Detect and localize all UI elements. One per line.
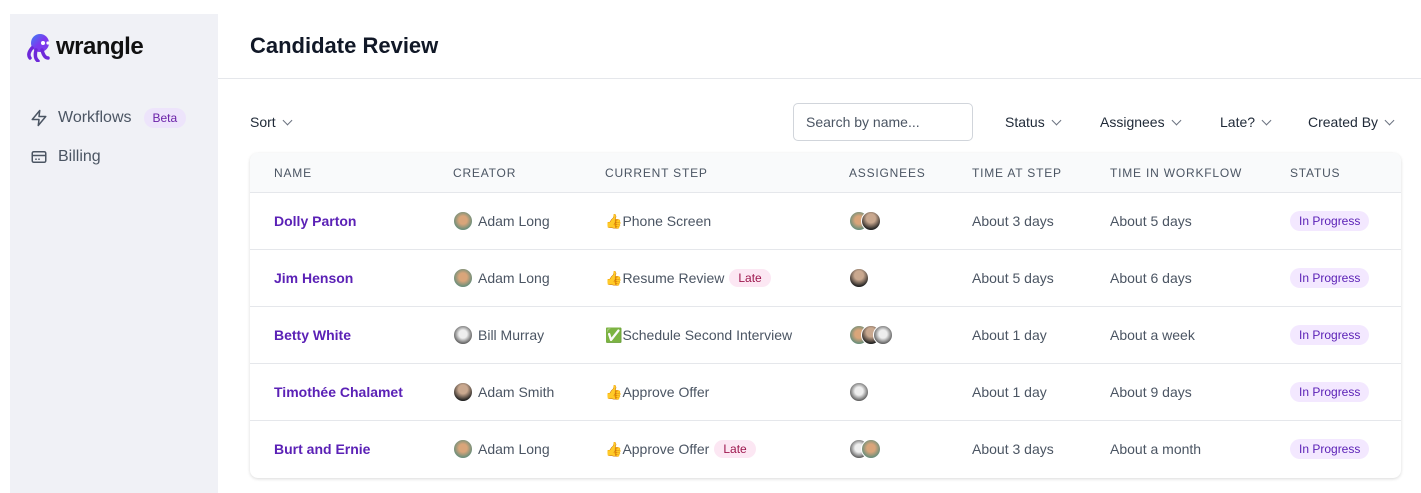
table-body: Dolly Parton Adam Long 👍 Phone Screen Abo… [250, 193, 1401, 478]
step-emoji-icon: 👍 [605, 269, 623, 286]
sidebar: wrangle Workflows Beta Billing [10, 14, 218, 493]
sidebar-item-billing[interactable]: Billing [30, 148, 101, 166]
time-at-step: About 1 day [972, 327, 1047, 343]
creator-avatar [453, 325, 473, 345]
assignee-avatar[interactable] [849, 268, 869, 288]
time-in-workflow: About 5 days [1110, 213, 1192, 229]
candidates-table: NAME CREATOR CURRENT STEP ASSIGNEES TIME… [250, 153, 1401, 478]
step-emoji-icon: 👍 [605, 383, 623, 400]
chevron-down-icon [282, 115, 293, 125]
status-badge: In Progress [1290, 325, 1370, 345]
header-divider [218, 78, 1421, 79]
current-step: Resume Review [622, 270, 725, 286]
column-header[interactable]: CREATOR [453, 166, 517, 180]
filter-label: Late? [1220, 114, 1256, 130]
time-at-step: About 1 day [972, 384, 1047, 400]
status-badge: In Progress [1290, 382, 1370, 402]
candidate-name-link[interactable]: Dolly Parton [274, 213, 357, 229]
chevron-down-icon [1171, 115, 1182, 125]
filter-label: Status [1005, 114, 1045, 130]
current-step: Schedule Second Interview [622, 327, 793, 343]
sidebar-item-label: Workflows [58, 109, 132, 126]
sidebar-item-workflows[interactable]: Workflows Beta [30, 108, 187, 128]
assignee-avatar[interactable] [849, 382, 869, 402]
sort-dropdown[interactable]: Sort [250, 114, 293, 130]
creator-name: Adam Long [478, 213, 550, 229]
status-badge: In Progress [1290, 211, 1370, 231]
assignees-filter[interactable]: Assignees [1100, 114, 1182, 130]
sidebar-item-label: Billing [58, 148, 101, 165]
search-input[interactable] [793, 103, 973, 141]
time-at-step: About 5 days [972, 270, 1054, 286]
current-step: Phone Screen [622, 213, 712, 229]
current-step: Approve Offer [622, 384, 710, 400]
sort-label: Sort [250, 114, 276, 130]
chevron-down-icon [1261, 115, 1272, 125]
table-row[interactable]: Betty White Bill Murray ✅ Schedule Second… [250, 307, 1401, 364]
assignee-avatar[interactable] [861, 211, 881, 231]
candidate-name-link[interactable]: Timothée Chalamet [274, 384, 403, 400]
column-header[interactable]: CURRENT STEP [605, 166, 708, 180]
candidate-name-link[interactable]: Jim Henson [274, 270, 354, 286]
table-row[interactable]: Burt and Ernie Adam Long 👍 Approve Offer L… [250, 421, 1401, 478]
late-badge: Late [729, 269, 771, 287]
column-header[interactable]: NAME [274, 166, 312, 180]
candidate-name-link[interactable]: Betty White [274, 327, 351, 343]
late-filter[interactable]: Late? [1220, 114, 1272, 130]
status-filter[interactable]: Status [1005, 114, 1062, 130]
chevron-down-icon [1051, 115, 1062, 125]
table-row[interactable]: Timothée Chalamet Adam Smith 👍 Approve Of… [250, 364, 1401, 421]
creator-name: Adam Smith [478, 384, 555, 400]
table-header: NAME CREATOR CURRENT STEP ASSIGNEES TIME… [250, 153, 1401, 193]
beta-badge: Beta [143, 108, 187, 128]
column-header[interactable]: STATUS [1290, 166, 1341, 180]
assignee-avatar[interactable] [873, 325, 893, 345]
column-header[interactable]: TIME AT STEP [972, 166, 1062, 180]
time-in-workflow: About a week [1110, 327, 1195, 343]
time-at-step: About 3 days [972, 441, 1054, 457]
octopus-logo-icon [27, 34, 50, 62]
assignee-avatar[interactable] [861, 439, 881, 459]
creator-name: Adam Long [478, 441, 550, 457]
creator-avatar [453, 268, 473, 288]
chevron-down-icon [1384, 115, 1395, 125]
current-step: Approve Offer [622, 441, 710, 457]
creator-avatar [453, 211, 473, 231]
column-header[interactable]: ASSIGNEES [849, 166, 926, 180]
step-emoji-icon: ✅ [605, 326, 623, 343]
filter-label: Created By [1308, 114, 1379, 130]
time-in-workflow: About 9 days [1110, 384, 1192, 400]
lightning-icon [31, 109, 47, 127]
time-in-workflow: About a month [1110, 441, 1202, 457]
filter-label: Assignees [1100, 114, 1165, 130]
creator-name: Adam Long [478, 270, 550, 286]
table-row[interactable]: Dolly Parton Adam Long 👍 Phone Screen Abo… [250, 193, 1401, 250]
time-in-workflow: About 6 days [1110, 270, 1192, 286]
logo-text: wrangle [56, 33, 144, 60]
candidate-name-link[interactable]: Burt and Ernie [274, 441, 371, 457]
created-by-filter[interactable]: Created By [1308, 114, 1395, 130]
logo[interactable]: wrangle [26, 32, 144, 62]
table-row[interactable]: Jim Henson Adam Long 👍 Resume Review Late … [250, 250, 1401, 307]
credit-card-icon [31, 151, 47, 163]
creator-name: Bill Murray [478, 327, 545, 343]
step-emoji-icon: 👍 [605, 440, 623, 457]
late-badge: Late [714, 440, 756, 458]
page-title: Candidate Review [250, 33, 439, 58]
status-badge: In Progress [1290, 439, 1370, 459]
creator-avatar [453, 382, 473, 402]
creator-avatar [453, 439, 473, 459]
column-header[interactable]: TIME IN WORKFLOW [1110, 166, 1243, 180]
step-emoji-icon: 👍 [605, 212, 623, 229]
status-badge: In Progress [1290, 268, 1370, 288]
time-at-step: About 3 days [972, 213, 1054, 229]
